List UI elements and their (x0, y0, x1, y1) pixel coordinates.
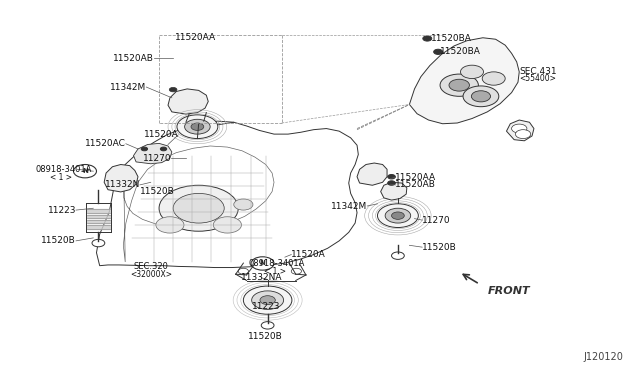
Text: 11520AA: 11520AA (396, 173, 436, 182)
Circle shape (74, 164, 97, 178)
Polygon shape (381, 182, 407, 200)
Polygon shape (104, 164, 138, 192)
Circle shape (234, 199, 253, 210)
Text: 08918-3401A: 08918-3401A (248, 259, 305, 268)
Text: SEC.431: SEC.431 (519, 67, 557, 76)
Text: 11520AC: 11520AC (85, 139, 126, 148)
Circle shape (191, 123, 204, 131)
Text: 11520A: 11520A (291, 250, 326, 259)
Text: FRONT: FRONT (487, 286, 530, 296)
Circle shape (156, 217, 184, 233)
Circle shape (378, 204, 419, 228)
Circle shape (388, 181, 396, 185)
Circle shape (463, 86, 499, 107)
Polygon shape (97, 121, 358, 267)
Circle shape (392, 252, 404, 259)
Circle shape (449, 79, 469, 91)
Text: 08918-3401A: 08918-3401A (35, 165, 92, 174)
Circle shape (388, 174, 396, 179)
Text: <55400>: <55400> (519, 74, 556, 83)
Text: 11520B: 11520B (42, 236, 76, 246)
Text: 11520B: 11520B (248, 332, 283, 341)
Polygon shape (134, 143, 172, 164)
Text: 11223: 11223 (47, 206, 76, 215)
Text: 11332N: 11332N (104, 180, 140, 189)
Circle shape (238, 268, 248, 274)
Text: 11342M: 11342M (331, 202, 367, 211)
Circle shape (434, 49, 443, 54)
Text: 11342M: 11342M (110, 83, 147, 92)
Circle shape (213, 217, 241, 233)
Circle shape (177, 115, 218, 138)
Circle shape (184, 119, 210, 134)
Circle shape (392, 212, 404, 219)
Circle shape (243, 286, 292, 314)
Polygon shape (410, 38, 519, 124)
Text: SEC.320: SEC.320 (133, 262, 168, 271)
Text: 11520AB: 11520AB (396, 180, 436, 189)
Circle shape (440, 74, 478, 96)
Polygon shape (506, 120, 534, 141)
Circle shape (170, 87, 177, 92)
Circle shape (161, 147, 167, 151)
Text: 11223: 11223 (252, 302, 280, 311)
Text: < 1 >: < 1 > (51, 173, 72, 182)
Circle shape (515, 130, 531, 138)
Circle shape (159, 185, 238, 231)
Polygon shape (357, 163, 387, 185)
Circle shape (251, 257, 274, 270)
Text: 11520AB: 11520AB (113, 54, 154, 62)
Circle shape (423, 36, 432, 41)
Circle shape (141, 147, 148, 151)
Text: 11520B: 11520B (140, 187, 175, 196)
Text: 11270: 11270 (422, 216, 451, 225)
Text: N: N (260, 260, 266, 266)
Circle shape (385, 208, 411, 223)
Circle shape (252, 291, 284, 310)
Circle shape (92, 239, 105, 247)
Text: 11520BA: 11520BA (440, 47, 481, 56)
Text: 11520AA: 11520AA (175, 33, 216, 42)
Circle shape (260, 296, 275, 305)
Text: 11520B: 11520B (422, 243, 457, 251)
Circle shape (471, 91, 490, 102)
Polygon shape (168, 89, 208, 114)
Circle shape (461, 65, 483, 78)
Circle shape (173, 193, 224, 223)
Text: 11270: 11270 (143, 154, 172, 163)
Text: 11332NA: 11332NA (241, 273, 282, 282)
Text: 11520A: 11520A (143, 130, 178, 140)
Text: J120120: J120120 (584, 352, 623, 362)
Text: 11520BA: 11520BA (431, 34, 471, 43)
Circle shape (482, 72, 505, 85)
Circle shape (291, 268, 301, 274)
Circle shape (511, 124, 527, 133)
Text: <32000X>: <32000X> (130, 270, 172, 279)
Circle shape (261, 322, 274, 329)
Text: N: N (82, 168, 88, 174)
Text: < 1 >: < 1 > (264, 267, 286, 276)
